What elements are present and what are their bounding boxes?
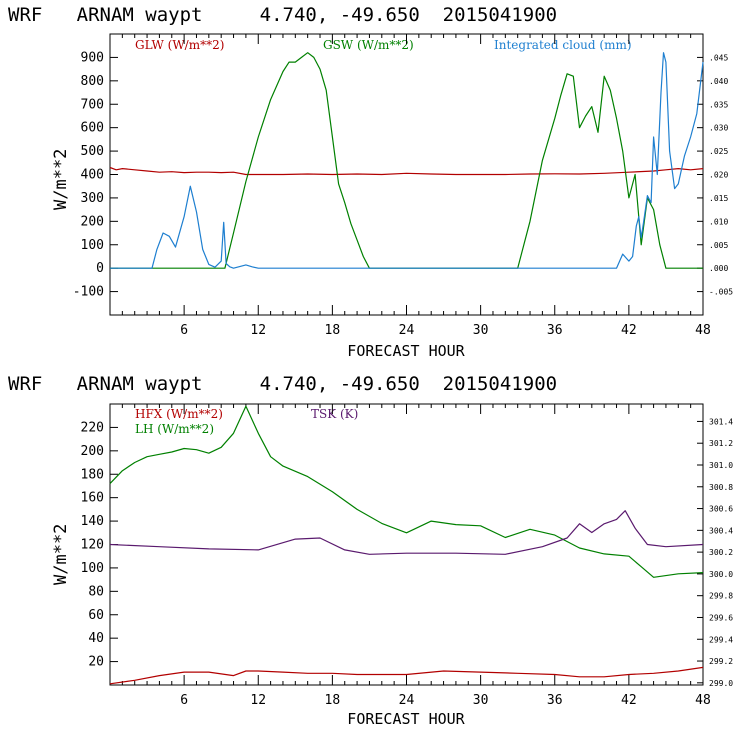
chart2-plot-frame xyxy=(109,403,704,686)
chart2-right-tick-label: 300.2 xyxy=(709,548,733,557)
chart2-right-tick-label: 299.4 xyxy=(709,635,733,644)
chart1-series-1-line xyxy=(110,52,703,269)
chart2-ytick-label: 60 xyxy=(88,608,104,623)
chart1-series xyxy=(109,52,704,269)
chart2-right-tick-label: 300.4 xyxy=(709,526,733,535)
chart2-ytick-label: 160 xyxy=(81,491,104,506)
chart2-series-1-line xyxy=(109,405,704,578)
chart2-xtick-label: 24 xyxy=(399,693,415,708)
chart1-ylabel: W/m**2 xyxy=(51,149,71,210)
chart2-xtick-label: 36 xyxy=(547,693,563,708)
chart2-right-tick-label: 301.2 xyxy=(709,439,733,448)
chart1-xtick-label: 18 xyxy=(325,323,341,338)
chart2-right-tick-label: 300.0 xyxy=(709,570,733,579)
chart1-ytick-label: 300 xyxy=(81,191,104,206)
chart1-series-0-line xyxy=(109,166,704,176)
chart2-legend-tsk: TSK (K) xyxy=(311,407,358,421)
chart2-series-2-line xyxy=(109,510,704,555)
chart2-legend-hfx: HFX (W/m**2) xyxy=(135,407,223,421)
chart2-right-tick-label: 299.8 xyxy=(709,592,733,601)
chart2-legend-lh: LH (W/m**2) xyxy=(135,422,214,436)
chart2-ytick-label: 80 xyxy=(88,584,104,599)
chart1-right-tick-label: .040 xyxy=(709,77,728,86)
chart2-xtick-label: 12 xyxy=(250,693,266,708)
chart2-xlabel: FORECAST HOUR xyxy=(347,710,465,728)
chart1-title: WRF ARNAM waypt 4.740, -49.650 201504190… xyxy=(8,4,557,26)
chart2-ytick-label: 120 xyxy=(81,538,104,553)
chart2-ytick-label: 40 xyxy=(88,631,104,646)
chart2-ytick-label: 20 xyxy=(88,655,104,670)
chart1-xtick-label: 6 xyxy=(180,323,188,338)
chart1-ytick-label: 400 xyxy=(81,168,104,183)
chart2-ytick-label: 140 xyxy=(81,514,104,529)
chart1-ytick-label: 100 xyxy=(81,238,104,253)
chart1-xtick-label: 42 xyxy=(621,323,637,338)
chart1-ytick-label: 0 xyxy=(96,261,104,276)
chart2-right-tick-label: 300.6 xyxy=(709,505,733,514)
chart1-right-tick-label: .010 xyxy=(709,217,728,226)
chart2-right-tick-label: 299.2 xyxy=(709,657,733,666)
chart1-xtick-label: 30 xyxy=(473,323,489,338)
chart2-right-tick-label: 299.0 xyxy=(709,679,733,688)
chart1-axes: 6 12 18 24 30 36 42 48 -100 0 100 200 300 400 500 600 70… xyxy=(73,34,733,338)
chart1-series-2-line xyxy=(110,52,704,269)
chart1-xtick-label: 12 xyxy=(250,323,266,338)
chart2-ytick-label: 200 xyxy=(81,444,104,459)
chart2-series xyxy=(109,405,704,685)
chart2-xtick-label: 6 xyxy=(180,693,188,708)
chart1-ytick-label: 600 xyxy=(81,121,104,136)
chart1-right-tick-label: .030 xyxy=(709,124,728,133)
chart2-ytick-label: 180 xyxy=(81,467,104,482)
chart2-xtick-label: 30 xyxy=(473,693,489,708)
chart1-legend-gsw: GSW (W/m**2) xyxy=(323,38,414,52)
chart1-ytick-label: 800 xyxy=(81,74,104,89)
chart2-axes: 6 12 18 24 30 36 42 48 20 40 60 80 100 120 140 160 180 20… xyxy=(81,404,733,708)
chart2-right-tick-label: 301.0 xyxy=(709,461,733,470)
chart1-xtick-label: 48 xyxy=(695,323,711,338)
chart1-right-tick-label: .045 xyxy=(709,53,728,62)
chart1-right-tick-label: -.005 xyxy=(709,288,733,297)
chart2-series-0-line xyxy=(109,666,704,685)
chart2-xtick-label: 42 xyxy=(621,693,637,708)
chart2-ylabel: W/m**2 xyxy=(51,524,71,585)
chart1-legend-cloud: Integrated cloud (mm) xyxy=(494,38,632,52)
chart1-right-tick-label: .005 xyxy=(709,241,728,250)
chart1-ytick-label: 500 xyxy=(81,144,104,159)
chart2-ytick-label: 100 xyxy=(81,561,104,576)
chart1-right-tick-label: .020 xyxy=(709,171,728,180)
chart2-right-tick-label: 300.8 xyxy=(709,483,733,492)
chart2-xtick-label: 18 xyxy=(325,693,341,708)
chart1-ytick-label: -100 xyxy=(73,285,104,300)
chart1-right-tick-label: .015 xyxy=(709,194,728,203)
chart1-plot-frame xyxy=(109,33,704,316)
chart1-right-tick-label: .035 xyxy=(709,100,728,109)
chart1-xlabel: FORECAST HOUR xyxy=(347,342,465,360)
chart1-ytick-label: 700 xyxy=(81,97,104,112)
chart1-right-tick-label: .025 xyxy=(709,147,728,156)
chart2-ytick-label: 220 xyxy=(81,420,104,435)
chart1-legend-glw: GLW (W/m**2) xyxy=(135,38,224,52)
chart1-xtick-label: 36 xyxy=(547,323,563,338)
chart2-right-tick-label: 299.6 xyxy=(709,613,733,622)
chart-1: WRF ARNAM waypt 4.740, -49.650 201504190… xyxy=(8,4,733,360)
chart2-xtick-label: 48 xyxy=(695,693,711,708)
chart1-xtick-label: 24 xyxy=(399,323,415,338)
chart-2: WRF ARNAM waypt 4.740, -49.650 201504190… xyxy=(8,373,733,728)
chart2-right-tick-label: 301.4 xyxy=(709,417,733,426)
chart2-title: WRF ARNAM waypt 4.740, -49.650 201504190… xyxy=(8,373,557,395)
chart1-ytick-label: 200 xyxy=(81,214,104,229)
chart1-right-tick-label: .000 xyxy=(709,264,728,273)
chart1-ytick-label: 900 xyxy=(81,50,104,65)
